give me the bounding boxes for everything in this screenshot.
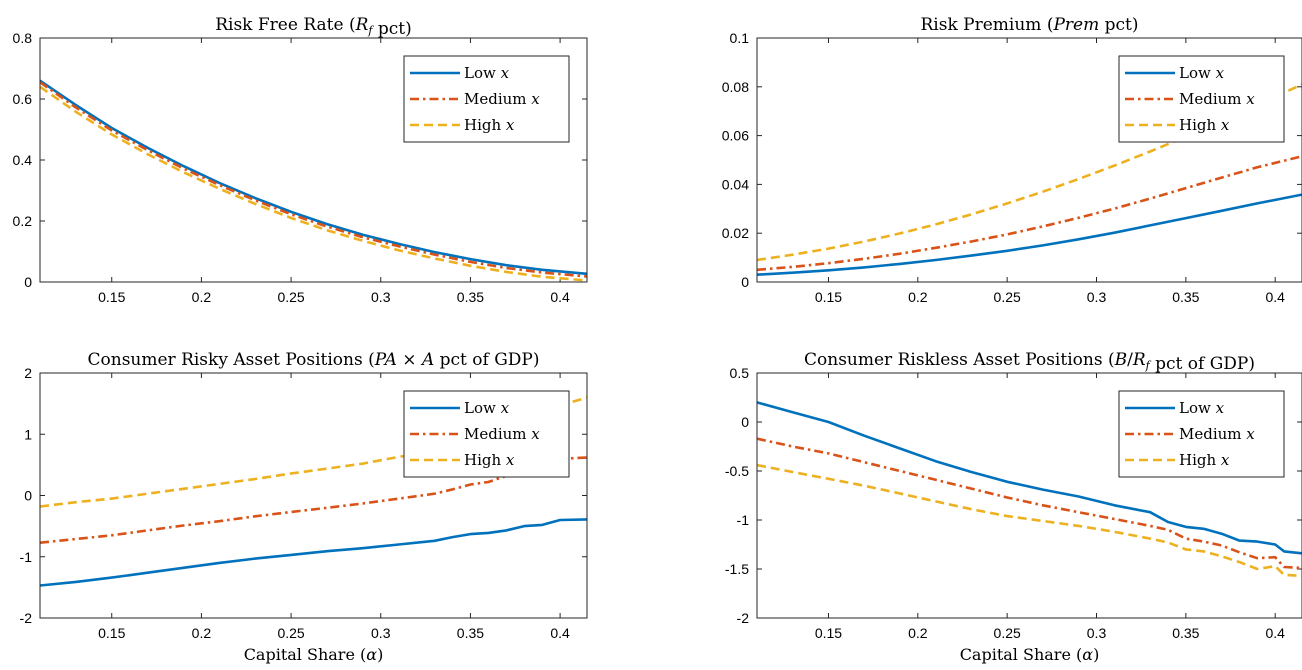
y-tick-label: 0.2 bbox=[13, 213, 33, 229]
series-line-low-x bbox=[757, 193, 1302, 276]
legend-label: High x bbox=[464, 451, 515, 469]
series-line-low-x bbox=[40, 79, 587, 276]
y-tick-label: 0.1 bbox=[730, 30, 750, 46]
x-tick-label: 0.4 bbox=[1265, 289, 1285, 305]
x-tick-label: 0.2 bbox=[908, 625, 928, 641]
x-tick-label: 0.4 bbox=[550, 625, 570, 641]
x-axis-label: Capital Share (α) bbox=[244, 645, 384, 664]
chart-title: Consumer Riskless Asset Positions (B/Rf … bbox=[804, 350, 1255, 374]
y-tick-label: 0.02 bbox=[722, 225, 749, 241]
legend-label: Medium x bbox=[1179, 425, 1255, 443]
x-tick-label: 0.35 bbox=[457, 289, 484, 305]
legend-label: Medium x bbox=[464, 90, 540, 108]
series-line-medium-x bbox=[757, 437, 1302, 570]
axes-frame bbox=[756, 372, 1302, 619]
x-tick-label: 0.3 bbox=[1087, 289, 1107, 305]
y-tick-label: 0.5 bbox=[730, 365, 750, 381]
x-tick-label: 0.4 bbox=[1265, 625, 1285, 641]
y-tick-label: -1.5 bbox=[725, 561, 749, 577]
series-line-medium-x bbox=[40, 81, 587, 278]
legend-label: Low x bbox=[1179, 64, 1225, 82]
x-tick-label: 0.35 bbox=[1172, 625, 1199, 641]
x-tick-label: 0.3 bbox=[1087, 625, 1107, 641]
x-tick-label: 0.25 bbox=[994, 289, 1021, 305]
x-tick-label: 0.4 bbox=[550, 289, 570, 305]
x-tick-label: 0.15 bbox=[98, 289, 125, 305]
y-tick-label: 0 bbox=[24, 488, 32, 504]
x-tick-label: 0.15 bbox=[98, 625, 125, 641]
series-line-low-x bbox=[40, 518, 587, 587]
legend-box bbox=[403, 390, 570, 478]
legend-label: Medium x bbox=[1179, 90, 1255, 108]
y-tick-label: 0 bbox=[741, 274, 749, 290]
series-line-medium-x bbox=[757, 155, 1302, 272]
x-tick-label: 0.2 bbox=[908, 289, 928, 305]
y-tick-label: 0 bbox=[24, 274, 32, 290]
x-tick-label: 0.25 bbox=[277, 289, 304, 305]
chart-title: Risk Premium (Prem pct) bbox=[921, 15, 1139, 35]
x-axis-label: Capital Share (α) bbox=[960, 645, 1100, 664]
x-tick-label: 0.2 bbox=[192, 289, 212, 305]
x-tick-label: 0.3 bbox=[371, 289, 391, 305]
chart-title: Risk Free Rate (Rf pct) bbox=[215, 15, 412, 39]
x-tick-label: 0.15 bbox=[815, 625, 842, 641]
x-tick-label: 0.35 bbox=[1172, 289, 1199, 305]
y-tick-label: 0.4 bbox=[13, 152, 33, 168]
y-tick-label: -1 bbox=[737, 512, 750, 528]
legend-label: High x bbox=[464, 116, 515, 134]
y-tick-label: 2 bbox=[24, 365, 32, 381]
y-tick-label: 0.06 bbox=[722, 128, 749, 144]
legend-label: Low x bbox=[1179, 399, 1225, 417]
series-group bbox=[40, 396, 587, 587]
y-tick-label: 1 bbox=[24, 426, 32, 442]
series-line-high-x bbox=[757, 463, 1302, 578]
y-tick-label: -2 bbox=[737, 610, 750, 626]
series-line-high-x bbox=[40, 396, 587, 508]
series-group bbox=[40, 79, 587, 282]
x-tick-label: 0.2 bbox=[192, 625, 212, 641]
legend-label: Medium x bbox=[464, 425, 540, 443]
legend-label: High x bbox=[1179, 451, 1230, 469]
x-tick-label: 0.35 bbox=[457, 625, 484, 641]
x-tick-label: 0.25 bbox=[277, 625, 304, 641]
series-group bbox=[757, 401, 1302, 578]
series-line-high-x bbox=[40, 85, 587, 282]
x-tick-label: 0.25 bbox=[994, 625, 1021, 641]
y-tick-label: 0.08 bbox=[722, 79, 749, 95]
y-tick-label: 0.6 bbox=[13, 91, 33, 107]
legend-label: High x bbox=[1179, 116, 1230, 134]
axes-frame bbox=[39, 372, 588, 619]
chart-title: Consumer Risky Asset Positions (PA × A p… bbox=[88, 350, 540, 370]
x-tick-label: 0.3 bbox=[371, 625, 391, 641]
y-tick-label: -2 bbox=[20, 610, 33, 626]
axes-frame bbox=[39, 37, 588, 283]
y-tick-label: -1 bbox=[20, 549, 33, 565]
legend-label: Low x bbox=[464, 399, 510, 417]
legend-label: Low x bbox=[464, 64, 510, 82]
y-tick-label: -0.5 bbox=[725, 463, 749, 479]
x-tick-label: 0.15 bbox=[815, 289, 842, 305]
y-tick-label: 0.04 bbox=[722, 176, 749, 192]
axes-frame bbox=[756, 37, 1302, 283]
y-tick-label: 0.8 bbox=[13, 30, 33, 46]
y-tick-label: 0 bbox=[741, 414, 749, 430]
series-line-low-x bbox=[757, 401, 1302, 555]
